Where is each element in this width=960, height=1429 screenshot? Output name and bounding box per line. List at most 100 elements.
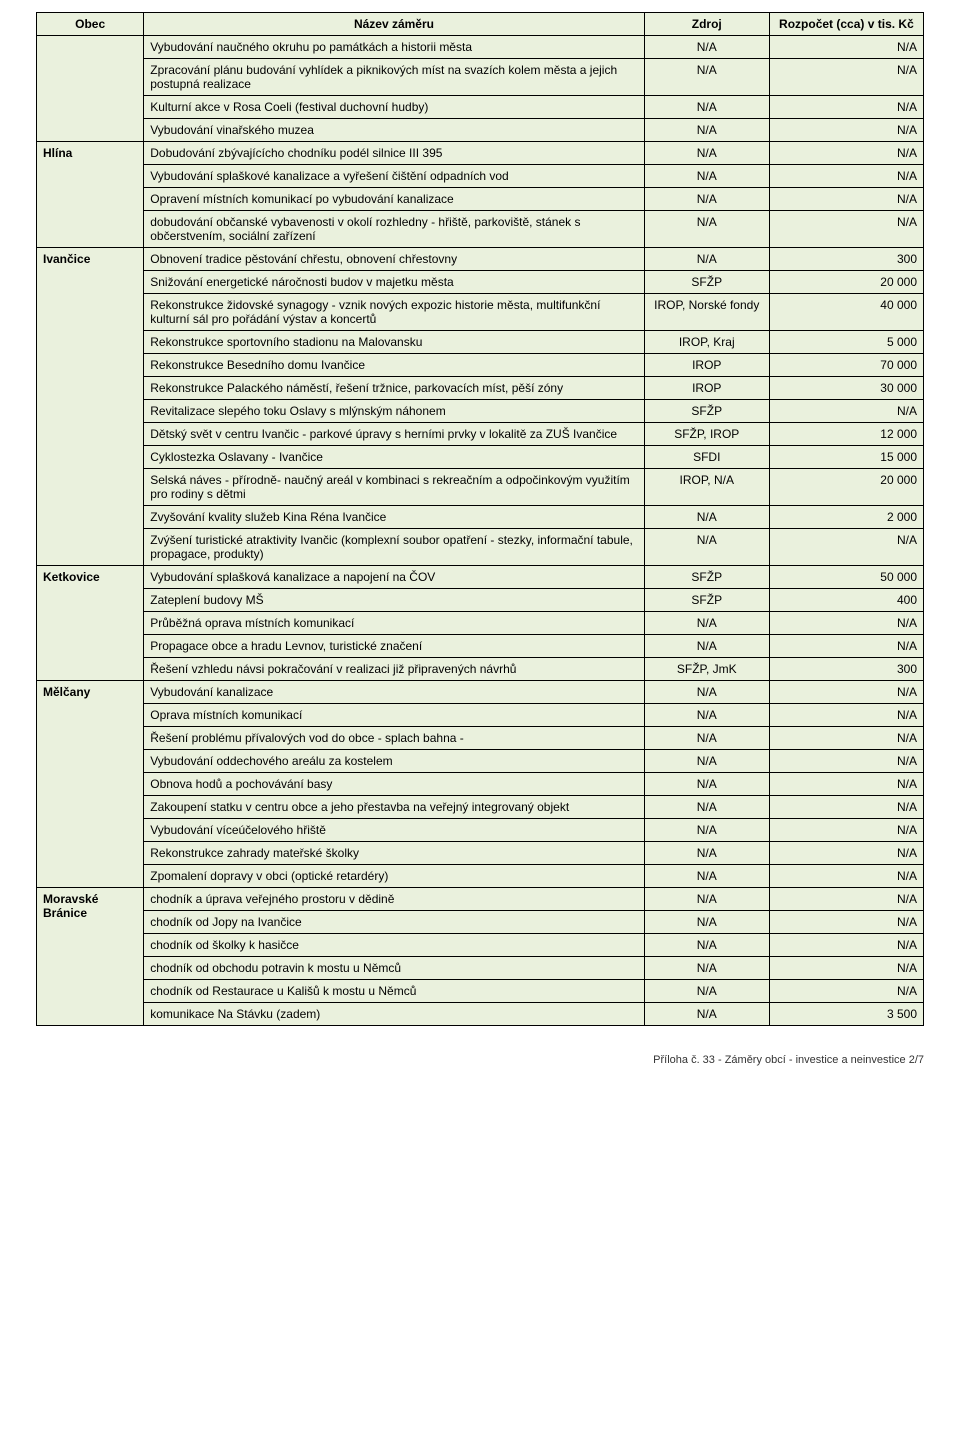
table-row: HlínaDobudování zbývajícícho chodníku po… bbox=[37, 142, 924, 165]
zdroj-cell: SFŽP bbox=[644, 400, 769, 423]
nazev-cell: chodník a úprava veřejného prostoru v dě… bbox=[144, 888, 644, 911]
table-row: Selská náves - přírodně- naučný areál v … bbox=[37, 469, 924, 506]
zdroj-cell: N/A bbox=[644, 188, 769, 211]
table-row: Cyklostezka Oslavany - IvančiceSFDI15 00… bbox=[37, 446, 924, 469]
table-row: Propagace obce a hradu Levnov, turistick… bbox=[37, 635, 924, 658]
table-row: Zakoupení statku v centru obce a jeho př… bbox=[37, 796, 924, 819]
zdroj-cell: SFŽP bbox=[644, 589, 769, 612]
cena-cell: 12 000 bbox=[769, 423, 923, 446]
cena-cell: N/A bbox=[769, 142, 923, 165]
obec-cell: Hlína bbox=[37, 142, 144, 248]
table-row: komunikace Na Stávku (zadem)N/A3 500 bbox=[37, 1003, 924, 1026]
cena-cell: N/A bbox=[769, 934, 923, 957]
nazev-cell: Zpracování plánu budování vyhlídek a pik… bbox=[144, 59, 644, 96]
zdroj-cell: IROP bbox=[644, 377, 769, 400]
cena-cell: N/A bbox=[769, 36, 923, 59]
obec-cell bbox=[37, 36, 144, 142]
cena-cell: N/A bbox=[769, 119, 923, 142]
cena-cell: 70 000 bbox=[769, 354, 923, 377]
table-row: Rekonstrukce zahrady mateřské školkyN/AN… bbox=[37, 842, 924, 865]
zdroj-cell: N/A bbox=[644, 96, 769, 119]
nazev-cell: Dobudování zbývajícícho chodníku podél s… bbox=[144, 142, 644, 165]
table-row: Dětský svět v centru Ivančic - parkové ú… bbox=[37, 423, 924, 446]
table-row: Vybudování víceúčelového hřištěN/AN/A bbox=[37, 819, 924, 842]
document-page: Obec Název záměru Zdroj Rozpočet (cca) v… bbox=[0, 0, 960, 1090]
table-row: Snižování energetické náročnosti budov v… bbox=[37, 271, 924, 294]
cena-cell: 20 000 bbox=[769, 469, 923, 506]
nazev-cell: Zakoupení statku v centru obce a jeho př… bbox=[144, 796, 644, 819]
nazev-cell: Vybudování splaškové kanalizace a vyřeše… bbox=[144, 165, 644, 188]
table-row: KetkoviceVybudování splašková kanalizace… bbox=[37, 566, 924, 589]
cena-cell: N/A bbox=[769, 980, 923, 1003]
cena-cell: N/A bbox=[769, 773, 923, 796]
cena-cell: N/A bbox=[769, 888, 923, 911]
nazev-cell: Vybudování vinařského muzea bbox=[144, 119, 644, 142]
zdroj-cell: N/A bbox=[644, 727, 769, 750]
nazev-cell: Obnovení tradice pěstování chřestu, obno… bbox=[144, 248, 644, 271]
nazev-cell: Rekonstrukce sportovního stadionu na Mal… bbox=[144, 331, 644, 354]
nazev-cell: chodník od Jopy na Ivančice bbox=[144, 911, 644, 934]
zdroj-cell: N/A bbox=[644, 506, 769, 529]
table-row: Vybudování splaškové kanalizace a vyřeše… bbox=[37, 165, 924, 188]
nazev-cell: Rekonstrukce židovské synagogy - vznik n… bbox=[144, 294, 644, 331]
nazev-cell: Oprava místních komunikací bbox=[144, 704, 644, 727]
zdroj-cell: IROP bbox=[644, 354, 769, 377]
zdroj-cell: IROP, Kraj bbox=[644, 331, 769, 354]
nazev-cell: Řešení vzhledu návsi pokračování v reali… bbox=[144, 658, 644, 681]
zdroj-cell: SFŽP, IROP bbox=[644, 423, 769, 446]
zdroj-cell: N/A bbox=[644, 888, 769, 911]
cena-cell: 3 500 bbox=[769, 1003, 923, 1026]
nazev-cell: Opravení místních komunikací po vybudová… bbox=[144, 188, 644, 211]
cena-cell: 20 000 bbox=[769, 271, 923, 294]
nazev-cell: komunikace Na Stávku (zadem) bbox=[144, 1003, 644, 1026]
zdroj-cell: N/A bbox=[644, 635, 769, 658]
table-row: Vybudování oddechového areálu za kostele… bbox=[37, 750, 924, 773]
table-row: Rekonstrukce židovské synagogy - vznik n… bbox=[37, 294, 924, 331]
nazev-cell: Rekonstrukce Palackého náměstí, řešení t… bbox=[144, 377, 644, 400]
table-row: Zvýšení turistické atraktivity Ivančic (… bbox=[37, 529, 924, 566]
obec-cell: Moravské Bránice bbox=[37, 888, 144, 1026]
zdroj-cell: N/A bbox=[644, 59, 769, 96]
table-row: Opravení místních komunikací po vybudová… bbox=[37, 188, 924, 211]
zdroj-cell: N/A bbox=[644, 773, 769, 796]
zdroj-cell: N/A bbox=[644, 248, 769, 271]
col-cena: Rozpočet (cca) v tis. Kč bbox=[769, 13, 923, 36]
cena-cell: N/A bbox=[769, 819, 923, 842]
table-row: Oprava místních komunikacíN/AN/A bbox=[37, 704, 924, 727]
table-row: MělčanyVybudování kanalizaceN/AN/A bbox=[37, 681, 924, 704]
projects-table: Obec Název záměru Zdroj Rozpočet (cca) v… bbox=[36, 12, 924, 1026]
obec-cell: Ivančice bbox=[37, 248, 144, 566]
nazev-cell: Cyklostezka Oslavany - Ivančice bbox=[144, 446, 644, 469]
cena-cell: 50 000 bbox=[769, 566, 923, 589]
nazev-cell: Průběžná oprava místních komunikací bbox=[144, 612, 644, 635]
table-row: Vybudování vinařského muzeaN/AN/A bbox=[37, 119, 924, 142]
nazev-cell: Zpomalení dopravy v obci (optické retard… bbox=[144, 865, 644, 888]
cena-cell: N/A bbox=[769, 635, 923, 658]
zdroj-cell: N/A bbox=[644, 36, 769, 59]
nazev-cell: Snižování energetické náročnosti budov v… bbox=[144, 271, 644, 294]
cena-cell: N/A bbox=[769, 750, 923, 773]
zdroj-cell: N/A bbox=[644, 612, 769, 635]
nazev-cell: Obnova hodů a pochovávání basy bbox=[144, 773, 644, 796]
table-row: Revitalizace slepého toku Oslavy s mlýns… bbox=[37, 400, 924, 423]
obec-cell: Ketkovice bbox=[37, 566, 144, 681]
nazev-cell: Vybudování naučného okruhu po památkách … bbox=[144, 36, 644, 59]
nazev-cell: Zvyšování kvality služeb Kina Réna Ivanč… bbox=[144, 506, 644, 529]
zdroj-cell: SFŽP bbox=[644, 271, 769, 294]
zdroj-cell: N/A bbox=[644, 842, 769, 865]
cena-cell: N/A bbox=[769, 911, 923, 934]
cena-cell: 15 000 bbox=[769, 446, 923, 469]
table-row: Zpomalení dopravy v obci (optické retard… bbox=[37, 865, 924, 888]
table-row: Průběžná oprava místních komunikacíN/AN/… bbox=[37, 612, 924, 635]
nazev-cell: Vybudování oddechového areálu za kostele… bbox=[144, 750, 644, 773]
nazev-cell: chodník od obchodu potravin k mostu u Ně… bbox=[144, 957, 644, 980]
cena-cell: N/A bbox=[769, 400, 923, 423]
cena-cell: 2 000 bbox=[769, 506, 923, 529]
cena-cell: 5 000 bbox=[769, 331, 923, 354]
nazev-cell: Vybudování kanalizace bbox=[144, 681, 644, 704]
table-header-row: Obec Název záměru Zdroj Rozpočet (cca) v… bbox=[37, 13, 924, 36]
nazev-cell: Revitalizace slepého toku Oslavy s mlýns… bbox=[144, 400, 644, 423]
zdroj-cell: N/A bbox=[644, 934, 769, 957]
table-row: Obnova hodů a pochovávání basyN/AN/A bbox=[37, 773, 924, 796]
table-row: chodník od obchodu potravin k mostu u Ně… bbox=[37, 957, 924, 980]
